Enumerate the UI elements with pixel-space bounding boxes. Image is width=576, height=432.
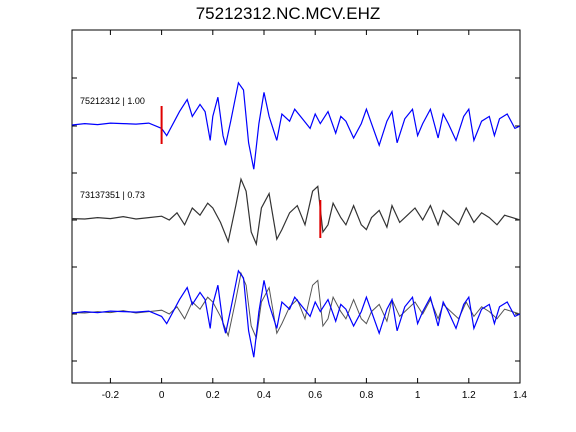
x-tick-label: 0.2 <box>206 390 220 401</box>
trace-line-1 <box>71 81 521 170</box>
x-tick-label: 1 <box>415 390 421 401</box>
overlay-trace-1 <box>71 269 521 358</box>
x-tick-label: 0.8 <box>359 390 373 401</box>
trace-label-2: 73137351 | 0.73 <box>80 190 145 200</box>
overlay-trace-2 <box>71 271 521 340</box>
x-tick-label: 0 <box>159 390 165 401</box>
x-tick-label: -0.2 <box>102 390 120 401</box>
x-tick-label: 0.4 <box>257 390 271 401</box>
plot-frame <box>71 29 521 384</box>
chart-title: 75212312.NC.MCV.EHZ <box>195 4 381 23</box>
trace-labels-group: 75212312 | 1.00 73137351 | 0.73 <box>80 96 145 200</box>
x-tick-label: 1.2 <box>462 390 476 401</box>
x-tick-label: 0.6 <box>308 390 322 401</box>
trace-label-1: 75212312 | 1.00 <box>80 96 145 106</box>
axes-group: -0.2 0 0.2 0.4 0.6 0.8 1 1.2 1.4 <box>71 29 527 401</box>
x-tick-label: 1.4 <box>513 390 527 401</box>
trace-line-2 <box>71 177 521 247</box>
traces-group <box>71 81 521 358</box>
